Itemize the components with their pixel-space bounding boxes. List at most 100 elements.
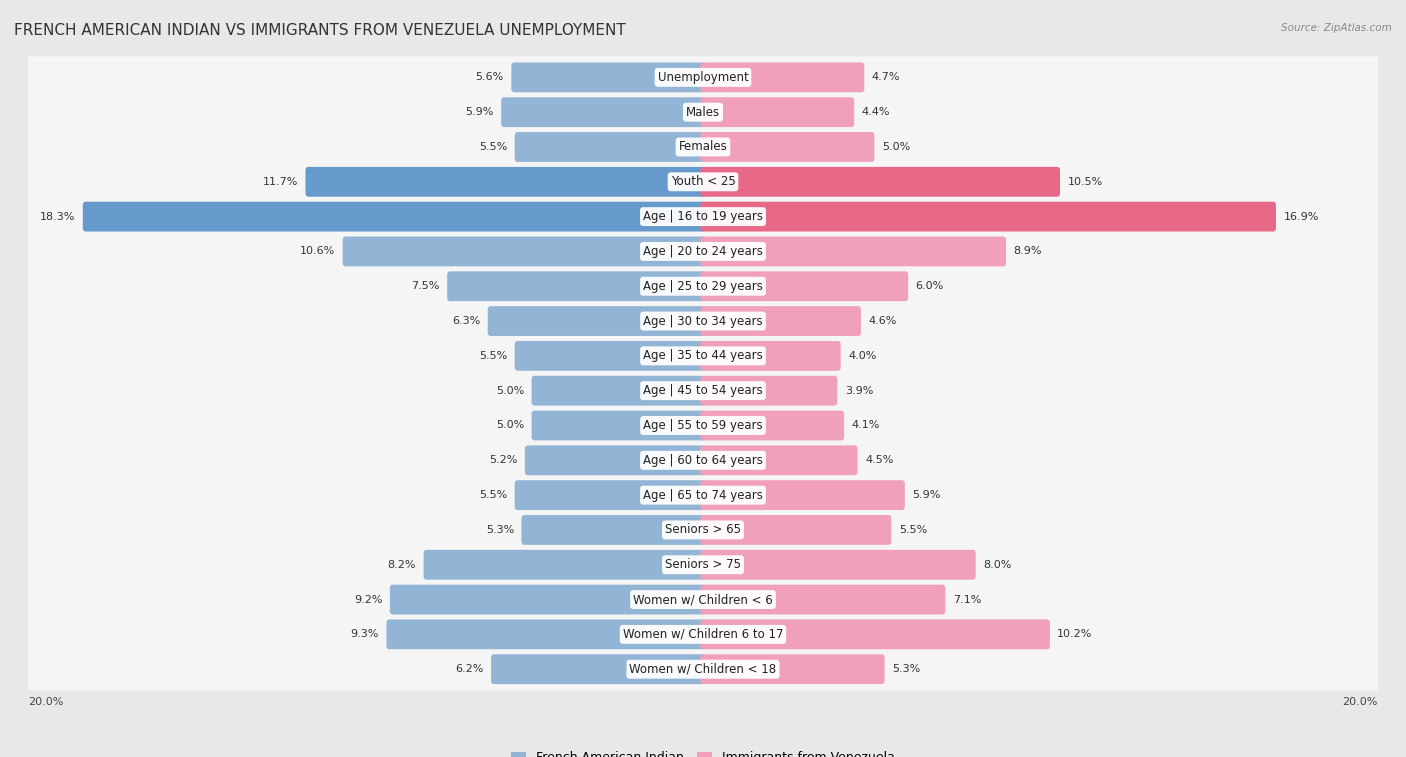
Text: 11.7%: 11.7% [263,177,298,187]
FancyBboxPatch shape [22,509,1384,551]
FancyBboxPatch shape [700,654,884,684]
FancyBboxPatch shape [22,648,1384,690]
FancyBboxPatch shape [700,97,855,127]
Text: Males: Males [686,106,720,119]
FancyBboxPatch shape [700,341,841,371]
FancyBboxPatch shape [700,584,945,615]
Text: Youth < 25: Youth < 25 [671,176,735,188]
Text: 10.2%: 10.2% [1057,629,1092,640]
FancyBboxPatch shape [700,236,1007,266]
Legend: French American Indian, Immigrants from Venezuela: French American Indian, Immigrants from … [506,746,900,757]
FancyBboxPatch shape [22,195,1384,238]
FancyBboxPatch shape [488,306,706,336]
FancyBboxPatch shape [700,445,858,475]
FancyBboxPatch shape [447,271,706,301]
Text: 5.0%: 5.0% [882,142,910,152]
FancyBboxPatch shape [700,480,905,510]
FancyBboxPatch shape [22,230,1384,273]
FancyBboxPatch shape [22,578,1384,621]
Text: 5.9%: 5.9% [912,490,941,500]
FancyBboxPatch shape [387,619,706,650]
Text: 10.5%: 10.5% [1067,177,1102,187]
FancyBboxPatch shape [522,515,706,545]
Text: 5.6%: 5.6% [475,73,503,83]
FancyBboxPatch shape [515,132,706,162]
Text: Women w/ Children < 18: Women w/ Children < 18 [630,662,776,676]
FancyBboxPatch shape [423,550,706,580]
FancyBboxPatch shape [305,167,706,197]
Text: 8.9%: 8.9% [1014,247,1042,257]
FancyBboxPatch shape [83,201,706,232]
FancyBboxPatch shape [524,445,706,475]
FancyBboxPatch shape [700,167,1060,197]
FancyBboxPatch shape [22,160,1384,203]
Text: Age | 20 to 24 years: Age | 20 to 24 years [643,245,763,258]
Text: 4.7%: 4.7% [872,73,900,83]
FancyBboxPatch shape [22,335,1384,377]
Text: Females: Females [679,141,727,154]
FancyBboxPatch shape [22,300,1384,342]
FancyBboxPatch shape [515,480,706,510]
Text: 20.0%: 20.0% [28,697,63,707]
Text: 18.3%: 18.3% [39,212,76,222]
FancyBboxPatch shape [700,375,838,406]
FancyBboxPatch shape [700,550,976,580]
FancyBboxPatch shape [700,410,844,441]
Text: 5.3%: 5.3% [486,525,515,535]
FancyBboxPatch shape [22,474,1384,516]
Text: Age | 55 to 59 years: Age | 55 to 59 years [643,419,763,432]
FancyBboxPatch shape [22,126,1384,168]
FancyBboxPatch shape [389,584,706,615]
FancyBboxPatch shape [491,654,706,684]
FancyBboxPatch shape [700,63,865,92]
Text: 6.0%: 6.0% [915,282,943,291]
Text: 20.0%: 20.0% [1343,697,1378,707]
Text: Seniors > 65: Seniors > 65 [665,523,741,537]
Text: 6.3%: 6.3% [453,316,481,326]
Text: 5.5%: 5.5% [479,490,508,500]
Text: 5.5%: 5.5% [479,142,508,152]
FancyBboxPatch shape [531,375,706,406]
Text: 4.6%: 4.6% [869,316,897,326]
Text: Age | 16 to 19 years: Age | 16 to 19 years [643,210,763,223]
Text: 5.3%: 5.3% [891,664,920,674]
FancyBboxPatch shape [343,236,706,266]
Text: 4.5%: 4.5% [865,455,893,466]
Text: Age | 65 to 74 years: Age | 65 to 74 years [643,488,763,502]
Text: 6.2%: 6.2% [456,664,484,674]
Text: 5.5%: 5.5% [898,525,927,535]
Text: 4.0%: 4.0% [848,351,876,361]
Text: 5.0%: 5.0% [496,420,524,431]
Text: Age | 25 to 29 years: Age | 25 to 29 years [643,280,763,293]
Text: 5.5%: 5.5% [479,351,508,361]
Text: Source: ZipAtlas.com: Source: ZipAtlas.com [1281,23,1392,33]
FancyBboxPatch shape [22,369,1384,412]
FancyBboxPatch shape [512,63,706,92]
FancyBboxPatch shape [700,515,891,545]
Text: 5.9%: 5.9% [465,107,494,117]
Text: 8.0%: 8.0% [983,559,1011,570]
Text: Unemployment: Unemployment [658,71,748,84]
Text: Age | 45 to 54 years: Age | 45 to 54 years [643,385,763,397]
FancyBboxPatch shape [700,619,1050,650]
Text: 9.3%: 9.3% [350,629,380,640]
FancyBboxPatch shape [700,132,875,162]
FancyBboxPatch shape [22,91,1384,133]
Text: FRENCH AMERICAN INDIAN VS IMMIGRANTS FROM VENEZUELA UNEMPLOYMENT: FRENCH AMERICAN INDIAN VS IMMIGRANTS FRO… [14,23,626,38]
Text: 7.5%: 7.5% [412,282,440,291]
Text: 4.1%: 4.1% [852,420,880,431]
Text: Seniors > 75: Seniors > 75 [665,558,741,572]
Text: 3.9%: 3.9% [845,385,873,396]
FancyBboxPatch shape [22,265,1384,307]
Text: 4.4%: 4.4% [862,107,890,117]
Text: Age | 35 to 44 years: Age | 35 to 44 years [643,350,763,363]
FancyBboxPatch shape [22,56,1384,98]
FancyBboxPatch shape [22,404,1384,447]
FancyBboxPatch shape [22,613,1384,656]
Text: 16.9%: 16.9% [1284,212,1319,222]
FancyBboxPatch shape [22,544,1384,586]
Text: 5.2%: 5.2% [489,455,517,466]
Text: Age | 60 to 64 years: Age | 60 to 64 years [643,453,763,467]
Text: Age | 30 to 34 years: Age | 30 to 34 years [643,315,763,328]
FancyBboxPatch shape [700,201,1277,232]
